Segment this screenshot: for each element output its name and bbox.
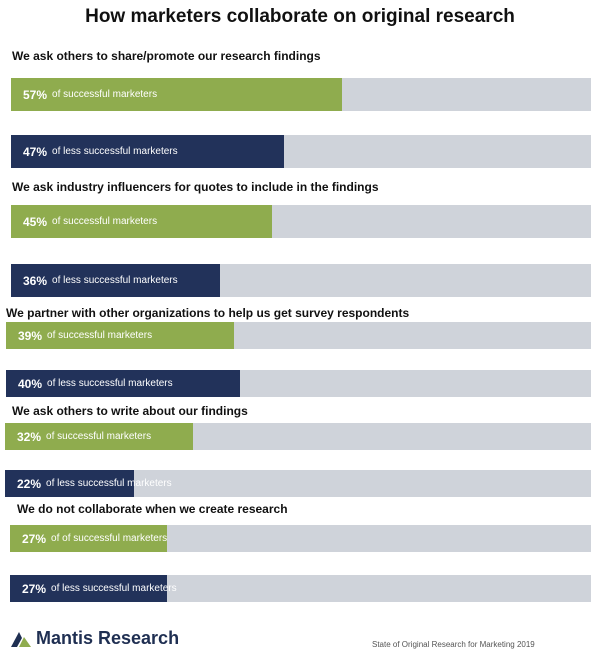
bar-track-less-successful: 36% of less successful marketers: [11, 264, 591, 297]
bar-data-label: 27% of of successful marketers: [22, 525, 167, 552]
bar-less-successful: [11, 135, 284, 168]
question-label: We do not collaborate when we create res…: [17, 502, 288, 516]
bar-track-less-successful: 27% of less successful marketers: [10, 575, 591, 602]
bar-series-label: of successful marketers: [47, 330, 153, 341]
bar-series-label: of of successful marketers: [51, 533, 168, 544]
question-label: We partner with other organizations to h…: [6, 306, 410, 320]
bar-track-less-successful: 47% of less successful marketers: [11, 135, 591, 168]
question-label: We ask others to share/promote our resea…: [12, 49, 321, 63]
bar-successful: [11, 78, 342, 111]
bar-data-label: 40% of less successful marketers: [18, 370, 173, 397]
bar-successful: [10, 525, 167, 552]
chart-title: How marketers collaborate on original re…: [85, 6, 515, 27]
bar-track-successful: 57% of successful marketers: [11, 78, 591, 111]
bar-value-label: 45%: [23, 214, 48, 229]
logo-text: Mantis Research: [36, 628, 180, 648]
source-note: State of Original Research for Marketing…: [372, 640, 535, 649]
bar-value-label: 27%: [22, 581, 47, 596]
bar-track-successful: 32% of successful marketers: [5, 423, 591, 450]
bar-data-label: 36% of less successful marketers: [23, 264, 178, 297]
bar-successful: [11, 205, 272, 238]
bar-value-label: 47%: [23, 144, 48, 159]
bar-data-label: 57% of successful marketers: [23, 78, 157, 111]
bar-series-label: of less successful marketers: [46, 478, 172, 489]
bar-value-label: 32%: [17, 429, 42, 444]
bar-data-label: 32% of successful marketers: [17, 423, 151, 450]
bar-successful: [5, 423, 193, 450]
bar-series-label: of successful marketers: [52, 216, 158, 227]
mantis-logo-icon: [11, 631, 31, 647]
mantis-research-logo: Mantis Research: [10, 628, 179, 649]
bar-less-successful: [6, 370, 240, 397]
question-label: We ask others to write about our finding…: [12, 404, 248, 418]
bar-less-successful: [11, 264, 220, 297]
bar-successful: [6, 322, 235, 349]
bar-value-label: 39%: [18, 328, 43, 343]
bar-value-label: 40%: [18, 376, 43, 391]
bar-series-label: of less successful marketers: [52, 275, 178, 286]
bar-track-less-successful: 22% of less successful marketers: [5, 470, 591, 497]
bar-value-label: 36%: [23, 273, 48, 288]
bar-data-label: 45% of successful marketers: [23, 205, 157, 238]
bar-data-label: 39% of successful marketers: [18, 322, 152, 349]
bar-series-label: of less successful marketers: [47, 378, 173, 389]
bar-data-label: 22% of less successful marketers: [17, 470, 172, 497]
bar-series-label: of successful marketers: [46, 431, 152, 442]
question-label: We ask industry influencers for quotes t…: [12, 180, 379, 194]
bar-series-label: of less successful marketers: [52, 146, 178, 157]
bar-less-successful: [5, 470, 134, 497]
bar-track-successful: 39% of successful marketers: [6, 322, 591, 349]
bar-data-label: 27% of less successful marketers: [22, 575, 177, 602]
bar-series-label: of successful marketers: [52, 89, 158, 100]
bar-track-successful: 45% of successful marketers: [11, 205, 591, 238]
bar-value-label: 27%: [22, 531, 47, 546]
bar-track-successful: 27% of of successful marketers: [10, 525, 591, 552]
bar-data-label: 47% of less successful marketers: [23, 135, 178, 168]
bar-value-label: 22%: [17, 476, 42, 491]
bar-value-label: 57%: [23, 87, 48, 102]
bar-track-less-successful: 40% of less successful marketers: [6, 370, 591, 397]
bar-less-successful: [10, 575, 167, 602]
bar-series-label: of less successful marketers: [51, 583, 177, 594]
